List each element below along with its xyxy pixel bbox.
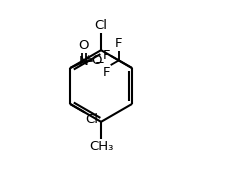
Text: F: F bbox=[102, 49, 109, 62]
Text: −: − bbox=[94, 56, 104, 69]
Text: F: F bbox=[115, 37, 122, 50]
Text: Cl: Cl bbox=[94, 19, 107, 32]
Text: F: F bbox=[102, 66, 109, 79]
Text: CH₃: CH₃ bbox=[88, 140, 113, 153]
Text: O: O bbox=[91, 54, 102, 67]
Text: N: N bbox=[79, 55, 88, 68]
Text: +: + bbox=[83, 54, 91, 63]
Text: Cl: Cl bbox=[85, 113, 98, 126]
Text: O: O bbox=[78, 39, 89, 52]
